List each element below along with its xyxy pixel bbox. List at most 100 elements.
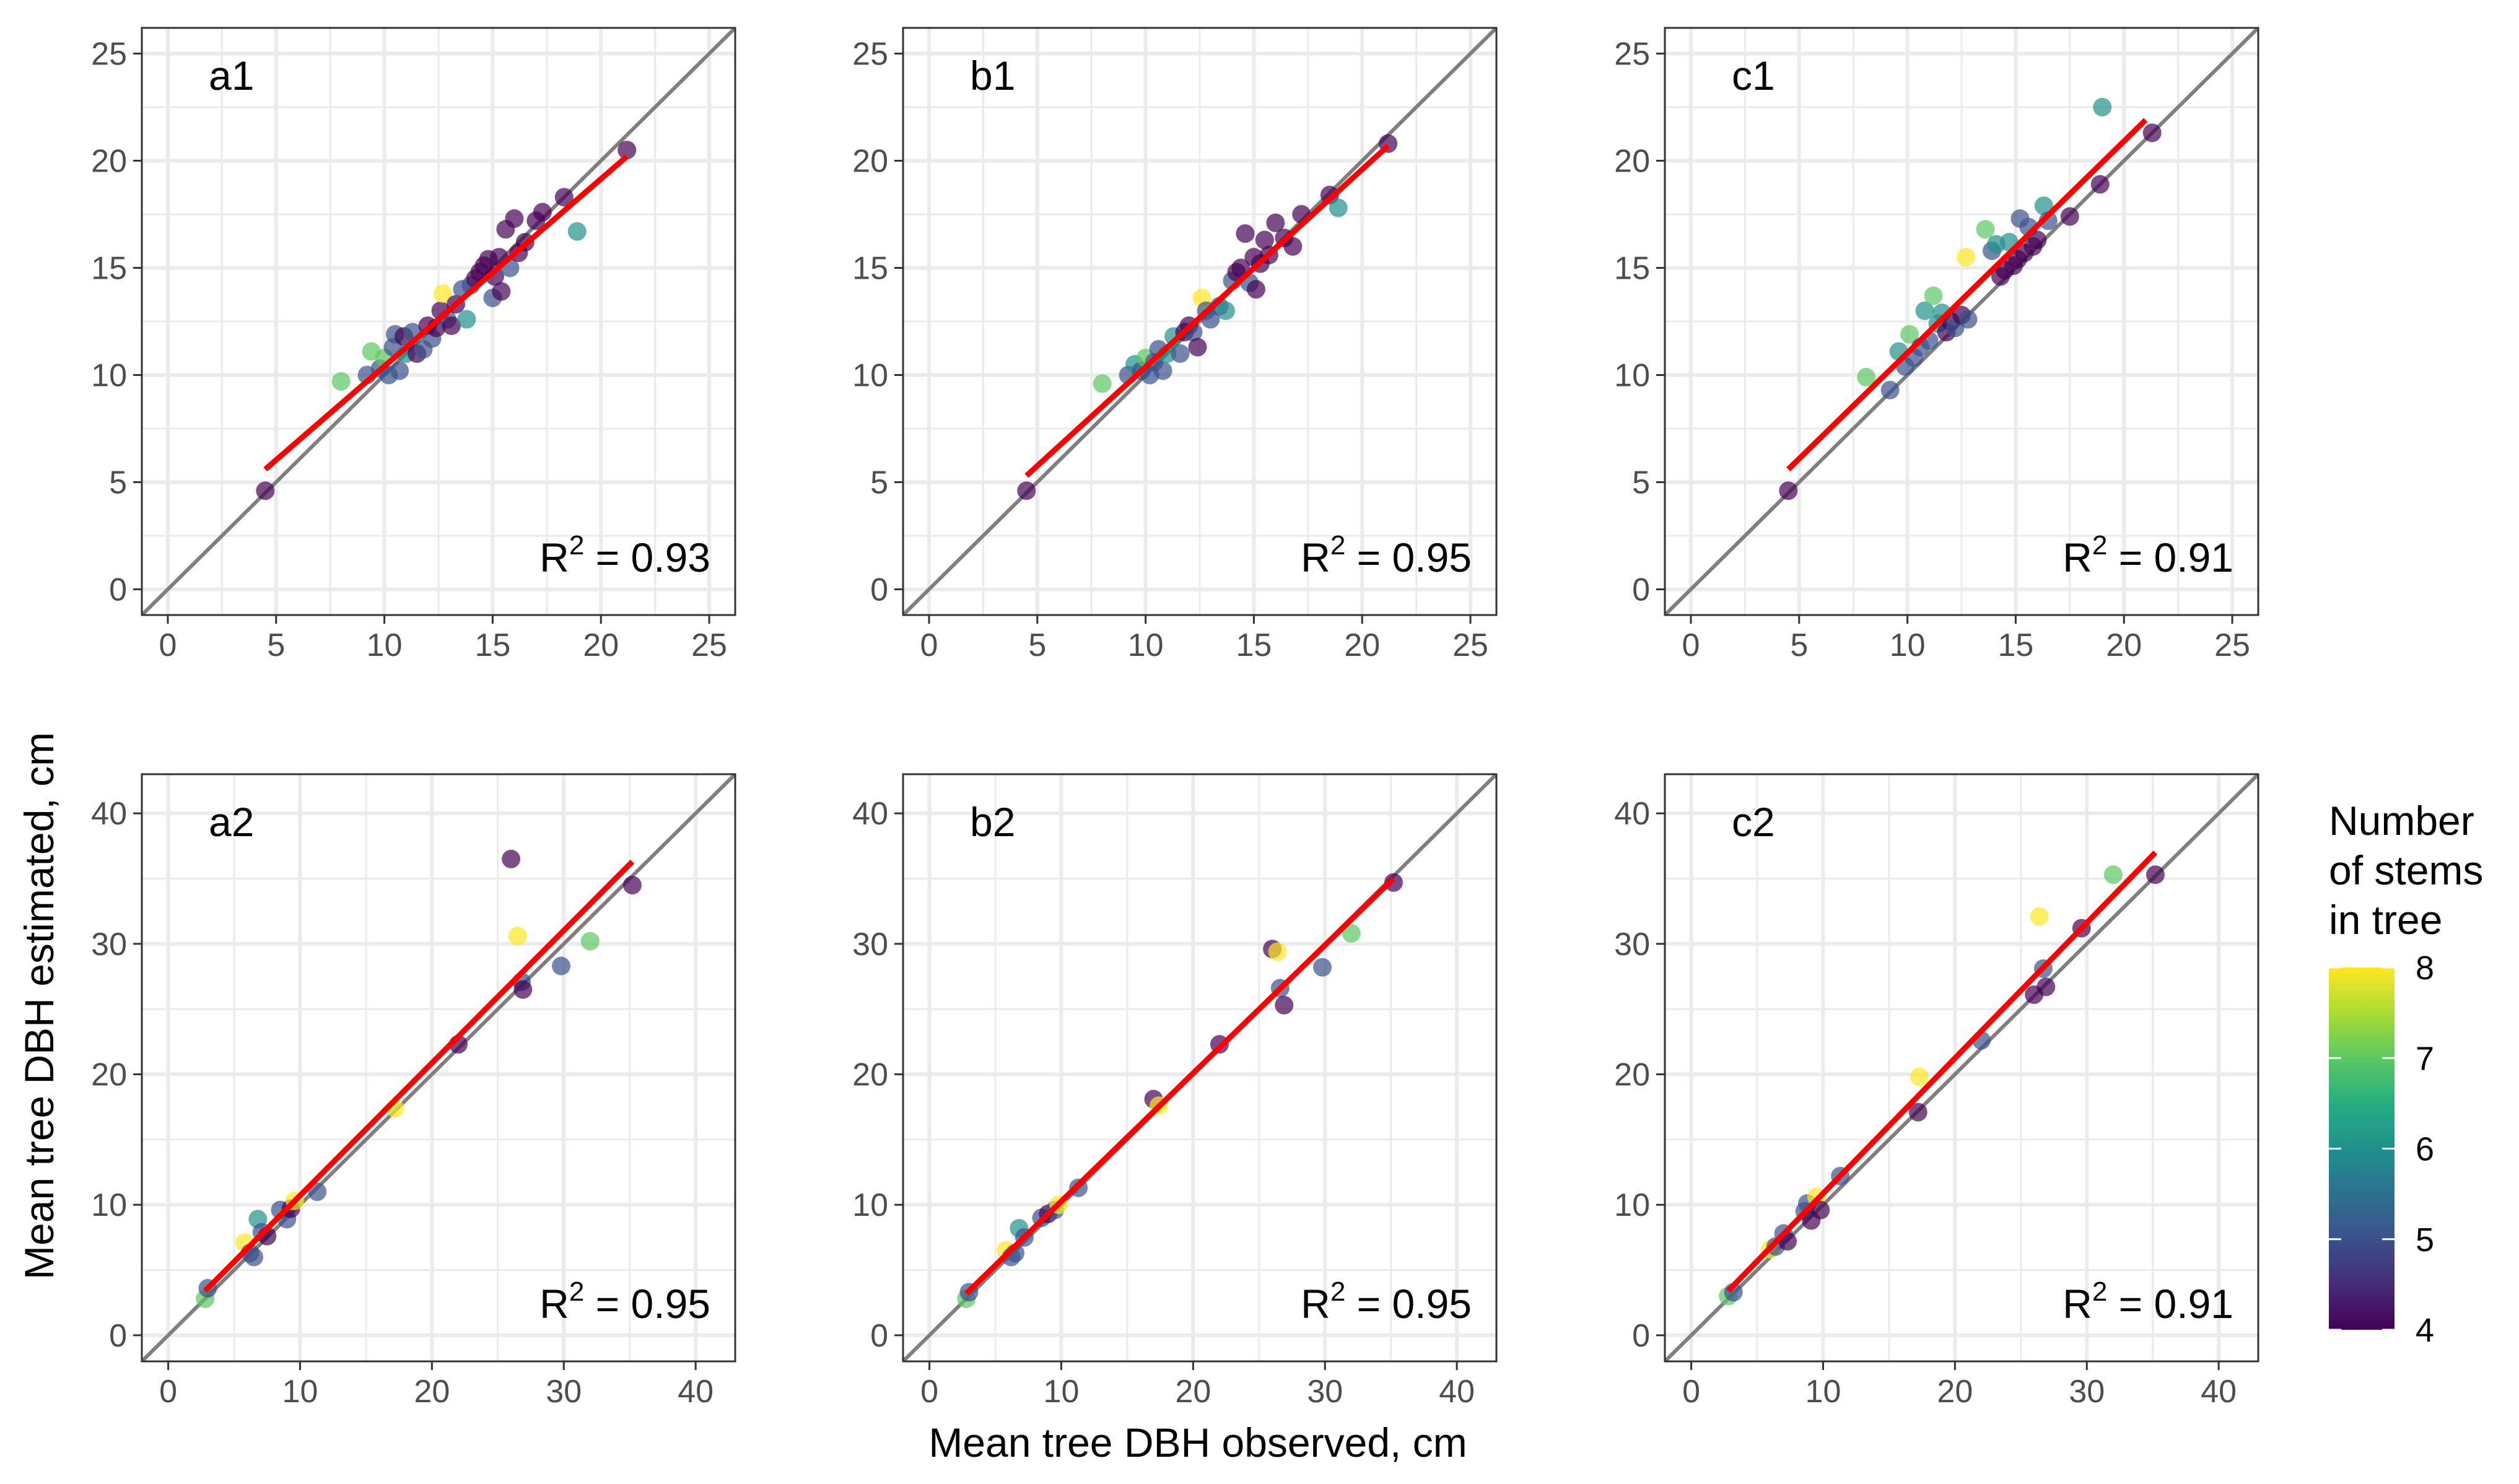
y-tick-label: 15 xyxy=(852,251,888,287)
data-point xyxy=(1915,301,1934,320)
x-tick-label: 20 xyxy=(2106,627,2142,663)
x-tick-label: 5 xyxy=(267,627,285,663)
x-tick-label: 5 xyxy=(1790,627,1808,663)
y-tick-label: 30 xyxy=(91,927,127,962)
x-tick-label: 10 xyxy=(1128,627,1164,663)
regression-line xyxy=(1726,850,2158,1293)
data-point xyxy=(2034,196,2053,216)
y-tick-label: 20 xyxy=(852,1057,888,1093)
y-tick-label: 10 xyxy=(91,1187,127,1223)
grid xyxy=(142,774,735,1361)
y-tick-label: 0 xyxy=(1632,1318,1650,1354)
r-squared-label: R2 = 0.95 xyxy=(1301,1277,1472,1327)
panel-label: a2 xyxy=(209,799,254,845)
data-point xyxy=(505,209,524,228)
y-tick-label: 5 xyxy=(1632,465,1650,500)
panel-a2: 00 10 10 20 20 30 30 40 40 a2 R2 = 0.95 xyxy=(91,773,736,1410)
y-tick-label: 20 xyxy=(852,144,888,180)
data-point xyxy=(1900,325,1919,344)
legend-tick-label: 8 xyxy=(2416,949,2434,987)
y-tick-label: 30 xyxy=(852,927,888,962)
y-tick-label: 30 xyxy=(1614,927,1650,962)
panel-border xyxy=(902,27,1498,616)
y-tick-label: 0 xyxy=(109,572,127,608)
data-point xyxy=(1283,237,1303,256)
data-point xyxy=(1312,958,1332,977)
data-point xyxy=(1093,374,1112,393)
data-point xyxy=(1910,1067,1929,1086)
x-tick-label: 10 xyxy=(367,627,403,663)
y-tick-label: 25 xyxy=(91,37,127,72)
x-tick-label: 0 xyxy=(159,627,177,663)
y-tick-label: 10 xyxy=(1614,1187,1650,1223)
x-tick-label: 0 xyxy=(1682,627,1700,663)
y-tick-label: 15 xyxy=(1614,251,1650,287)
y-tick-label: 5 xyxy=(109,465,127,500)
x-tick-label: 15 xyxy=(474,627,510,663)
regression-line xyxy=(964,876,1396,1296)
panel-border xyxy=(141,27,736,616)
panel-c1: 00 5 5 10 10 15 15 20 20 25 25 c1 R2 = 0.91 xyxy=(1614,27,2259,663)
x-tick-label: 30 xyxy=(1307,1374,1343,1410)
x-tick-label: 0 xyxy=(159,1374,177,1410)
x-tick-label: 25 xyxy=(1452,627,1488,663)
data-point xyxy=(1246,280,1265,299)
data-point xyxy=(1216,301,1235,320)
x-tick-label: 20 xyxy=(414,1374,450,1410)
y-tick-label: 0 xyxy=(870,1318,888,1354)
y-tick-label: 20 xyxy=(91,144,127,180)
regression-line xyxy=(1786,118,2148,471)
data-point xyxy=(2093,98,2112,117)
data-point xyxy=(622,876,642,895)
y-tick-label: 20 xyxy=(91,1057,127,1093)
panel-b1: 00 5 5 10 10 15 15 20 20 25 25 b1 R2 = 0.95 xyxy=(852,27,1498,663)
data-point xyxy=(1924,286,1943,305)
data-point xyxy=(390,361,409,380)
panel-border xyxy=(1664,27,2259,616)
grid xyxy=(903,28,1496,615)
x-tick-label: 15 xyxy=(1997,627,2033,663)
grid xyxy=(142,28,735,615)
plot-area xyxy=(142,28,735,615)
y-tick-label: 25 xyxy=(852,37,888,72)
x-tick-label: 10 xyxy=(1044,1374,1080,1410)
data-point xyxy=(1958,310,1978,329)
x-tick-label: 20 xyxy=(1175,1374,1211,1410)
y-tick-label: 20 xyxy=(1614,1057,1650,1093)
y-tick-label: 40 xyxy=(91,796,127,832)
x-tick-label: 20 xyxy=(583,627,619,663)
x-tick-label: 10 xyxy=(1805,1374,1841,1410)
plot-area xyxy=(142,774,735,1361)
y-tick-label: 0 xyxy=(870,572,888,608)
regression-line xyxy=(1024,143,1390,478)
panel-b2: 00 10 10 20 20 30 30 40 40 b2 R2 = 0.95 xyxy=(852,773,1498,1410)
y-tick-label: 10 xyxy=(852,357,888,393)
r-squared-label: R2 = 0.93 xyxy=(539,530,710,580)
data-point xyxy=(1275,995,1294,1015)
plot-area xyxy=(1665,774,2258,1361)
x-tick-label: 20 xyxy=(1344,627,1380,663)
panel-label: a1 xyxy=(209,53,254,98)
y-tick-label: 10 xyxy=(1614,357,1650,393)
y-tick-label: 40 xyxy=(1614,796,1650,832)
panel-a1: 00 5 5 10 10 15 15 20 20 25 25 a1 R2 = 0.93 xyxy=(91,27,736,663)
data-point xyxy=(1956,248,1975,267)
identity-line xyxy=(903,28,1496,615)
data-point xyxy=(2146,865,2165,884)
y-tick-label: 40 xyxy=(852,796,888,832)
x-tick-label: 15 xyxy=(1236,627,1272,663)
data-point xyxy=(2090,175,2110,194)
y-tick-label: 10 xyxy=(852,1187,888,1223)
legend-title-line-1: Number xyxy=(2329,798,2474,844)
data-point xyxy=(554,188,574,207)
data-point xyxy=(1017,481,1036,500)
r-squared-label: R2 = 0.95 xyxy=(539,1277,710,1327)
legend-tick-label: 6 xyxy=(2416,1131,2434,1168)
x-tick-label: 0 xyxy=(920,1374,938,1410)
y-tick-label: 25 xyxy=(1614,37,1650,72)
data-point xyxy=(1268,942,1287,961)
panel-c2: 00 10 10 20 20 30 30 40 40 c2 R2 = 0.91 xyxy=(1614,773,2259,1410)
regression-line xyxy=(203,859,635,1293)
x-tick-label: 20 xyxy=(1937,1374,1973,1410)
